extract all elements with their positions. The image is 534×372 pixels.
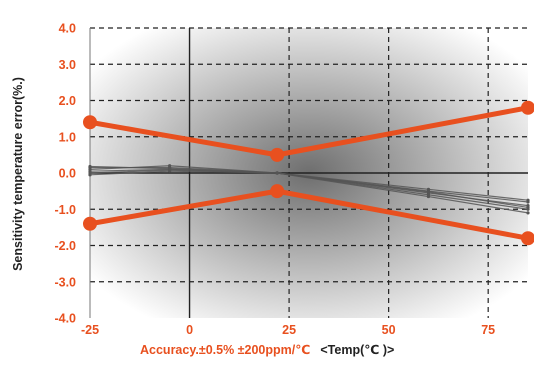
y-tick-label: -4.0 — [54, 312, 76, 326]
measured-point — [426, 190, 431, 194]
accuracy-label: Accuracy.±0.5% ±200ppm/℃ — [140, 343, 311, 357]
measured-point — [526, 198, 530, 202]
y-tick-label: -2.0 — [54, 239, 76, 253]
y-tick-label: 0.0 — [59, 167, 76, 181]
lower-limit-point — [521, 231, 534, 246]
upper-limit-point — [83, 115, 97, 130]
measured-point — [526, 205, 530, 210]
y-tick-label: 4.0 — [59, 22, 76, 36]
x-tick-label: -25 — [81, 323, 99, 337]
x-tick-labels: -25 0 25 50 75 — [81, 323, 495, 337]
limit-series-group — [83, 100, 534, 246]
upper-limit-point — [270, 147, 285, 162]
y-tick-labels: 4.0 3.0 2.0 1.0 0.0 -1.0 -2.0 -3.0 -4.0 — [54, 22, 76, 326]
measured-point — [426, 194, 431, 199]
measured-point — [88, 171, 92, 175]
upper-limit-point — [521, 100, 534, 115]
measured-series-group — [88, 164, 530, 215]
y-axis-label-box: Sensitivity temperature error(%.) — [6, 24, 30, 324]
lower-limit-point — [83, 216, 97, 231]
x-tick-label: 50 — [382, 323, 396, 337]
measured-point — [88, 167, 92, 171]
y-axis-label: Sensitivity temperature error(%.) — [11, 77, 25, 271]
temp-axis-label: <Temp(℃ )> — [320, 343, 395, 357]
measured-point — [88, 164, 92, 169]
measured-point — [526, 211, 530, 215]
measured-point — [426, 187, 431, 191]
x-tick-label: 0 — [186, 323, 193, 337]
y-tick-label: -1.0 — [54, 203, 76, 217]
measured-point — [168, 167, 172, 171]
measured-point — [168, 164, 172, 168]
y-tick-label: 1.0 — [59, 130, 76, 144]
lower-limit-point — [270, 184, 285, 199]
y-tick-label: 2.0 — [59, 94, 76, 108]
x-tick-label: 75 — [481, 323, 495, 337]
y-tick-label: -3.0 — [54, 275, 76, 289]
measured-point — [275, 171, 279, 175]
x-tick-label: 25 — [282, 323, 296, 337]
y-tick-label: 3.0 — [59, 58, 76, 72]
x-axis-label: Accuracy.±0.5% ±200ppm/℃ <Temp(℃ )> — [140, 342, 394, 357]
